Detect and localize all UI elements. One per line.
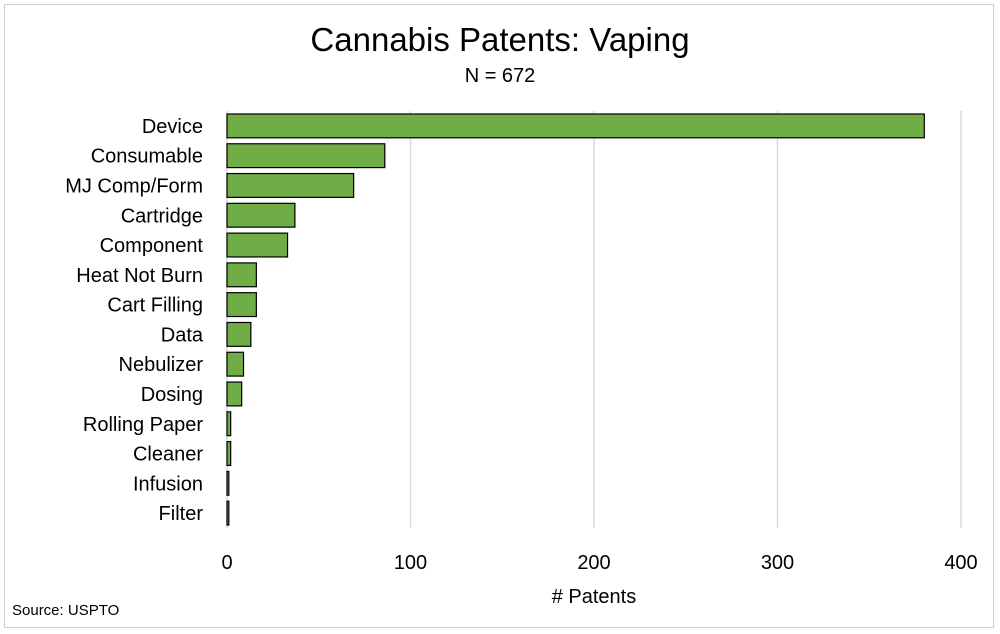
bar bbox=[226, 292, 257, 318]
category-label: Data bbox=[161, 324, 204, 346]
category-label: Infusion bbox=[133, 473, 203, 495]
category-label: Cartridge bbox=[121, 205, 203, 227]
category-label: Cleaner bbox=[133, 444, 203, 466]
category-label: Rolling Paper bbox=[83, 414, 203, 436]
chart-subtitle: N = 672 bbox=[464, 65, 536, 87]
x-tick-labels: 0 100 200 300 400 bbox=[221, 552, 977, 574]
bar bbox=[226, 143, 386, 169]
bar bbox=[226, 441, 232, 467]
bar bbox=[226, 500, 230, 526]
bars bbox=[226, 113, 925, 526]
source-note: Source: USPTO bbox=[12, 602, 120, 619]
x-tick-label: 400 bbox=[944, 552, 977, 574]
bar bbox=[226, 470, 230, 496]
category-label: Nebulizer bbox=[119, 354, 204, 376]
bar bbox=[226, 113, 925, 139]
category-label: MJ Comp/Form bbox=[65, 175, 203, 197]
bar bbox=[226, 262, 257, 288]
x-tick-label: 0 bbox=[221, 552, 232, 574]
category-label: Cart Filling bbox=[107, 295, 203, 317]
category-labels: Device Consumable MJ Comp/Form Cartridge Com… bbox=[65, 116, 204, 525]
category-label: Heat Not Burn bbox=[76, 265, 203, 287]
x-tick-label: 100 bbox=[394, 552, 427, 574]
category-label: Device bbox=[142, 116, 203, 138]
x-tick-label: 300 bbox=[761, 552, 794, 574]
category-label: Component bbox=[100, 235, 204, 257]
bar bbox=[226, 202, 296, 228]
bar bbox=[226, 381, 243, 407]
category-label: Dosing bbox=[141, 384, 203, 406]
bar bbox=[226, 351, 245, 377]
bar bbox=[226, 232, 289, 258]
category-label: Consumable bbox=[91, 146, 203, 168]
bar bbox=[226, 172, 355, 198]
category-label: Filter bbox=[159, 503, 204, 525]
chart-frame bbox=[4, 4, 994, 628]
x-axis-title: # Patents bbox=[552, 586, 637, 608]
x-tick-label: 200 bbox=[577, 552, 610, 574]
bar bbox=[226, 321, 252, 347]
bar bbox=[226, 411, 232, 437]
chart-title: Cannabis Patents: Vaping bbox=[310, 21, 690, 58]
